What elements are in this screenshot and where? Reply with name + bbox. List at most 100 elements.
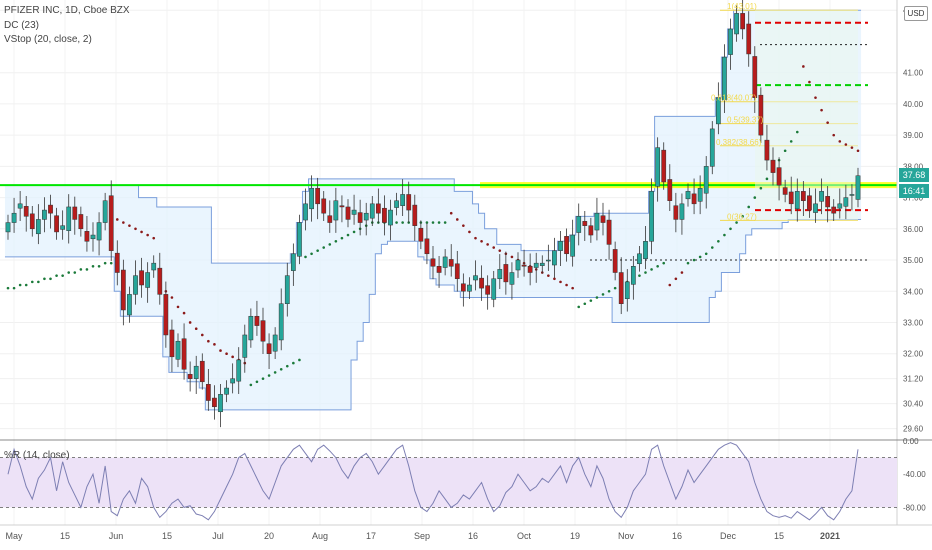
time-tick-label: 15 — [162, 531, 172, 541]
fib-label: 0.382(38.66) — [716, 138, 762, 147]
currency-button[interactable]: USD — [904, 6, 928, 21]
candle-body — [497, 269, 503, 280]
time-tick-label: Dec — [720, 531, 737, 541]
candle-body — [193, 365, 199, 379]
price-tick-label: 39.00 — [903, 131, 924, 140]
indicator-wr-label[interactable]: %R (14, close) — [4, 450, 70, 461]
candle-body — [606, 219, 612, 245]
wr-tick-label: 0.00 — [903, 437, 919, 446]
indicator-dc-label[interactable]: DC (23) — [4, 20, 40, 31]
price-tick-label: 34.00 — [903, 287, 924, 296]
candle-body — [102, 200, 108, 223]
vstop-dot — [37, 280, 40, 284]
vstop-dot — [820, 108, 823, 112]
candle-body — [96, 222, 102, 241]
vstop-dot — [589, 299, 593, 302]
price-tick-label: 40.00 — [903, 100, 924, 109]
indicator-vstop-label[interactable]: VStop (20, close, 2) — [4, 34, 92, 45]
candle-body — [758, 94, 764, 136]
time-axis[interactable]: May 15 Jun 15 Jul 20 Aug 17 Sep 16 Oct 19 Nov 16 Dec 15… — [0, 524, 932, 541]
vstop-dot — [680, 271, 684, 274]
candle-body — [491, 278, 497, 300]
time-tick-label: Jul — [212, 531, 224, 541]
vstop-dot — [213, 343, 216, 346]
candle-body — [813, 203, 818, 213]
candle-body — [351, 209, 357, 215]
candle-body — [600, 215, 606, 223]
price-tick-label: 41.00 — [903, 69, 924, 78]
vstop-dot — [650, 268, 653, 271]
vstop-dot — [170, 296, 174, 299]
candle-body — [230, 378, 236, 384]
symbol-title: PFIZER INC, 1D, Cboe BZX — [4, 5, 130, 16]
candle-body — [224, 387, 229, 395]
time-tick-label: 19 — [570, 531, 580, 541]
candle-body — [849, 194, 855, 196]
candle-body — [709, 128, 715, 167]
candle-body — [722, 56, 727, 101]
vstop-dot — [79, 268, 83, 271]
candle-body — [139, 270, 144, 286]
candle-body — [454, 263, 460, 280]
vstop-dot — [352, 230, 356, 234]
vstop-dot — [802, 65, 805, 68]
vstop-dot — [474, 236, 477, 240]
vstop-dot — [279, 368, 283, 371]
candle-body — [108, 195, 114, 251]
candle-body — [266, 343, 272, 354]
candle-body — [375, 203, 381, 214]
candle-body — [533, 262, 539, 268]
candle-body — [618, 272, 624, 304]
candle-body — [199, 360, 205, 383]
candle-body — [460, 283, 466, 292]
candle-body — [467, 284, 472, 292]
vstop-dot — [795, 130, 799, 134]
candle-body — [643, 241, 648, 260]
candle-body — [309, 187, 314, 210]
time-tick-label: Jun — [109, 531, 124, 541]
candle-body — [290, 253, 296, 271]
candle-body — [558, 241, 563, 251]
candle-body — [624, 281, 630, 299]
vstop-dot — [55, 274, 58, 277]
candle-body — [764, 139, 770, 161]
price-tick-label: 38.00 — [903, 162, 924, 171]
wr-line — [7, 442, 859, 521]
vstop-dot — [267, 374, 271, 377]
vstop-dot — [322, 246, 326, 249]
candle-body — [218, 394, 223, 413]
vstop-dot — [292, 361, 295, 365]
vstop-dot — [30, 280, 34, 284]
candle-body — [703, 166, 709, 194]
vstop-dot — [826, 121, 829, 124]
vstop-dot — [462, 224, 465, 227]
candle-body — [843, 197, 849, 207]
vstop-dot — [97, 264, 101, 268]
vstop-dot — [595, 296, 599, 299]
channel-fill — [4, 10, 862, 410]
wr-tick-label: -80.00 — [903, 503, 926, 512]
candle-body — [825, 196, 831, 208]
vstop-dot — [662, 261, 666, 265]
candle-body — [442, 256, 448, 268]
candle-body — [278, 303, 284, 341]
vstop-dot — [103, 261, 107, 265]
vstop-dot — [571, 286, 574, 290]
vstop-dot — [832, 133, 836, 137]
vstop-dot — [91, 264, 95, 268]
candle-body — [770, 159, 776, 173]
candle-body — [588, 225, 594, 236]
vstop-dot — [273, 371, 277, 374]
vstop-dot — [686, 261, 690, 265]
vstop-dot — [492, 246, 496, 249]
vstop-dot — [692, 258, 696, 262]
candle-body — [436, 266, 442, 273]
time-tick-label: Sep — [414, 531, 430, 541]
price-tick-label: 29.60 — [903, 425, 924, 434]
price-axis[interactable]: 43.0041.0040.0039.0038.0037.0036.0035.00… — [896, 0, 932, 550]
candle-body — [321, 198, 327, 214]
price-tick-label: 35.00 — [903, 256, 924, 265]
vstop-dot — [498, 249, 502, 252]
candle-body — [175, 340, 181, 360]
